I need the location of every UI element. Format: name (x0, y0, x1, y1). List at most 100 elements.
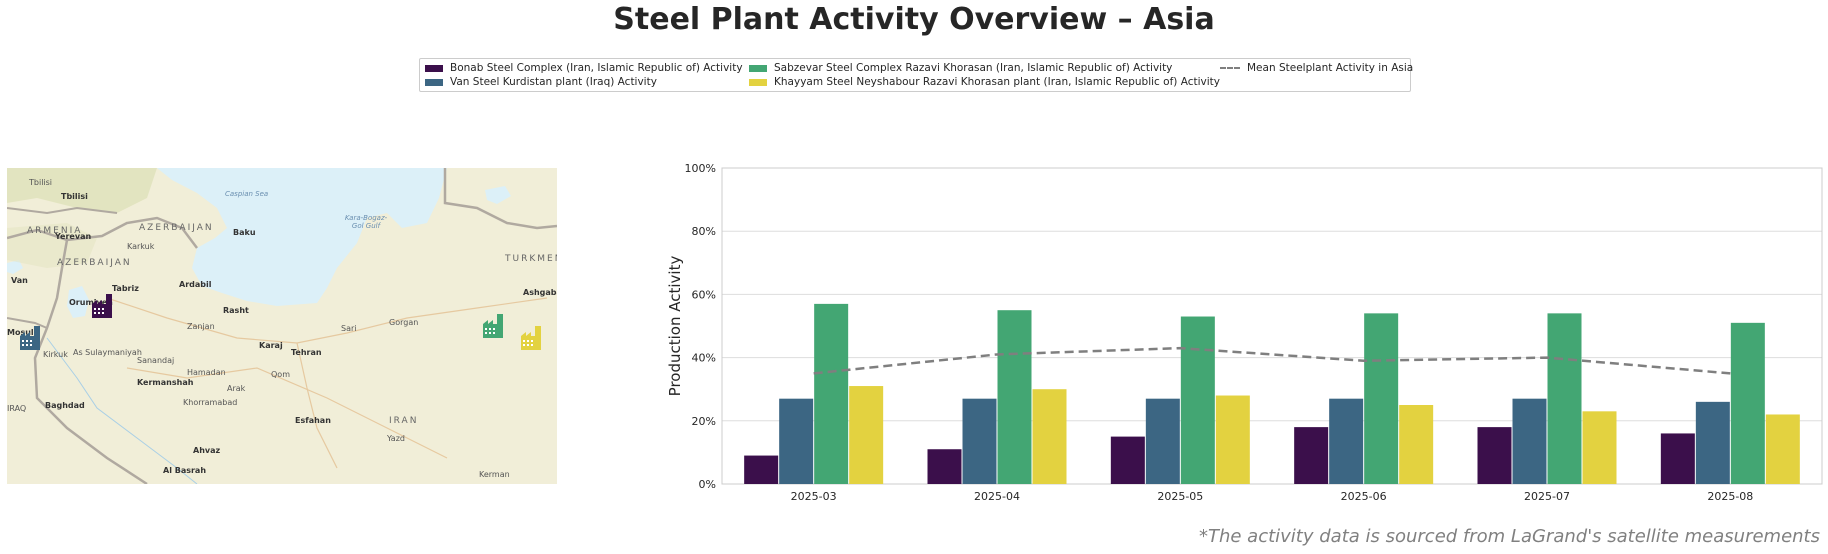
factory-window (527, 340, 529, 342)
bar-khayyam-2025-08 (1765, 414, 1800, 484)
legend-label-bonab: Bonab Steel Complex (Iran, Islamic Repub… (450, 62, 743, 74)
legend-item-khayyam: Khayyam Steel Neyshabour Razavi Khorasan… (749, 76, 1220, 88)
map-label-arak: Arak (227, 384, 246, 393)
map-label-baku: Baku (233, 228, 256, 237)
y-tick-label: 60% (692, 288, 716, 301)
map-label-van: Van (11, 276, 28, 285)
bar-bonab-2025-06 (1294, 427, 1329, 484)
legend-label-mean: Mean Steelplant Activity in Asia (1247, 62, 1414, 74)
factory-shape (497, 314, 503, 324)
factory-window (30, 340, 32, 342)
bar-khayyam-2025-05 (1215, 395, 1250, 484)
factory-window (493, 332, 495, 334)
bar-van-2025-07 (1512, 398, 1547, 484)
factory-window (22, 344, 24, 346)
factory-window (94, 308, 96, 310)
map-label-iran: IRAN (389, 416, 419, 426)
bar-sabzevar-2025-03 (814, 303, 849, 484)
factory-window (485, 328, 487, 330)
factory-window (527, 344, 529, 346)
map-label-zanjan: Zanjan (187, 322, 215, 331)
factory-window (30, 344, 32, 346)
factory-shape (535, 326, 541, 336)
plant-icons-layer (20, 294, 541, 350)
border-line (7, 317, 48, 329)
legend-dash-mean (1220, 67, 1240, 69)
map-label-tbilisi: Tbilisi (61, 192, 88, 201)
legend-item-sabzevar: Sabzevar Steel Complex Razavi Khorasan (… (749, 62, 1172, 74)
legend-label-van: Van Steel Kurdistan plant (Iraq) Activit… (450, 76, 657, 88)
factory-window (531, 344, 533, 346)
map-label-ardabil: Ardabil (179, 280, 212, 289)
factory-shape (20, 336, 40, 350)
map-label-mosul: Mosul (7, 328, 34, 337)
factory-shape (92, 300, 102, 304)
map-label-sulaymaniyah: As Sulaymaniyah (73, 348, 142, 357)
road-line (126, 367, 448, 459)
factory-window (523, 344, 525, 346)
y-tick-label: 0% (699, 478, 716, 491)
sabzevar-plant-icon[interactable] (483, 314, 503, 338)
legend-swatch-bonab (425, 64, 443, 72)
legend-item-bonab: Bonab Steel Complex (Iran, Islamic Repub… (425, 62, 743, 74)
x-tick-label: 2025-06 (1341, 490, 1387, 503)
map-label-yerevan: Yerevan (55, 232, 92, 241)
border-line (443, 168, 557, 230)
page-title: Steel Plant Activity Overview – Asia (613, 2, 1215, 37)
bonab-plant-icon[interactable] (92, 294, 112, 318)
caspian-sea-shape (157, 168, 447, 306)
map-label-rasht: Rasht (223, 306, 249, 315)
legend-item-mean: Mean Steelplant Activity in Asia (1220, 62, 1413, 74)
factory-window (493, 328, 495, 330)
legend-item-van: Van Steel Kurdistan plant (Iraq) Activit… (425, 76, 657, 88)
map-label-kerman: Kerman (479, 470, 510, 479)
map-label-tabriz: Tabriz (112, 284, 139, 293)
lake-van-shape (7, 260, 23, 274)
lake-urmia-shape (67, 286, 89, 318)
factory-shape (483, 324, 503, 338)
bar-van-2025-08 (1695, 401, 1730, 484)
map-label-kirkuk: Kirkuk (43, 350, 68, 359)
y-tick-label: 100% (685, 162, 716, 175)
mean-activity-line (813, 346, 1731, 375)
bar-van-2025-04 (962, 398, 997, 484)
factory-shape (106, 294, 112, 304)
chart-legend: Bonab Steel Complex (Iran, Islamic Repub… (419, 58, 1413, 92)
bar-khayyam-2025-04 (1032, 389, 1067, 484)
bar-bonab-2025-07 (1477, 427, 1512, 484)
x-tick-label: 2025-04 (974, 490, 1020, 503)
legend-label-khayyam: Khayyam Steel Neyshabour Razavi Khorasan… (774, 76, 1220, 88)
x-tick-label: 2025-07 (1524, 490, 1570, 503)
map-label-azerbaijan: AZERBAIJAN (139, 223, 214, 233)
map-label-ashgabat: Ashgabat (523, 288, 557, 297)
x-axis-ticks: 2025-03 2025-04 2025-05 2025-06 2025-07 2025-… (791, 490, 1754, 503)
factory-window (485, 332, 487, 334)
factory-shape (34, 326, 40, 336)
legend-swatch-van (425, 78, 443, 86)
map-label-sari: Sari (341, 324, 357, 333)
map-label-baghdad: Baghdad (45, 401, 85, 410)
terrain-patch (7, 223, 97, 268)
map-label-karabakh: Karkuk (127, 242, 155, 251)
bar-bonab-2025-05 (1110, 436, 1145, 484)
factory-shape (20, 332, 30, 336)
bar-sabzevar-2025-06 (1364, 313, 1399, 484)
map-label-qom: Qom (271, 370, 290, 379)
map-label-gorgan: Gorgan (389, 318, 419, 327)
y-tick-label: 20% (692, 415, 716, 428)
map-label-caspian: Caspian Sea (225, 190, 269, 198)
border-line (7, 216, 198, 249)
map-label-kermanshah: Kermanshah (137, 378, 194, 387)
factory-window (26, 340, 28, 342)
khayyam-plant-icon[interactable] (521, 326, 541, 350)
bar-khayyam-2025-07 (1582, 411, 1617, 484)
factory-window (102, 308, 104, 310)
road-line (106, 297, 548, 344)
factory-shape (521, 332, 531, 336)
van-plant-icon[interactable] (20, 326, 40, 350)
terrain-patch (7, 168, 157, 213)
factory-shape (521, 336, 541, 350)
bar-series-layer (744, 303, 1800, 484)
map-label-sanandaj: Sanandaj (137, 356, 175, 365)
